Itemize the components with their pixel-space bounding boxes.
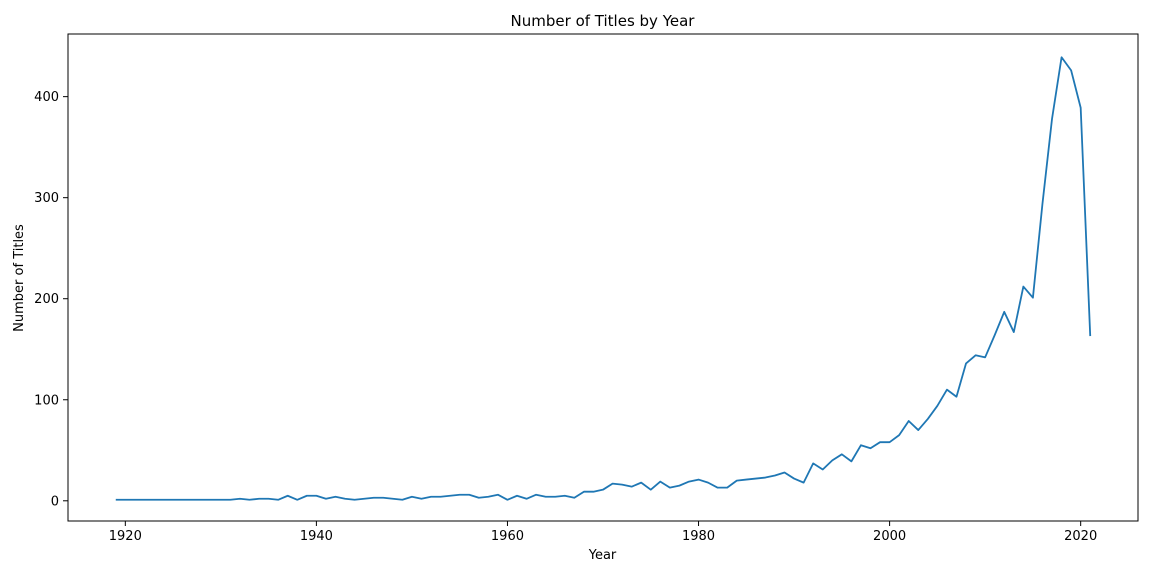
x-tick-label: 1940 [300,529,333,544]
x-axis-label: Year [588,548,617,563]
x-tick-label: 1980 [682,529,715,544]
x-tick-label: 2000 [873,529,906,544]
y-tick-label: 200 [34,292,59,307]
y-tick-label: 300 [34,191,59,206]
y-axis-label: Number of Titles [12,224,27,332]
x-tick-label: 2020 [1064,529,1097,544]
y-tick-label: 0 [51,494,59,509]
chart-title: Number of Titles by Year [511,12,696,30]
y-tick-label: 400 [34,90,59,105]
x-tick-label: 1920 [109,529,142,544]
x-axis: 1920 1940 1960 1980 2000 2020 [109,521,1097,544]
x-tick-label: 1960 [491,529,524,544]
plot-frame [67,33,1139,522]
y-axis: 0 100 200 300 400 [34,90,68,509]
series-line [115,56,1092,501]
y-tick-label: 100 [34,393,59,408]
